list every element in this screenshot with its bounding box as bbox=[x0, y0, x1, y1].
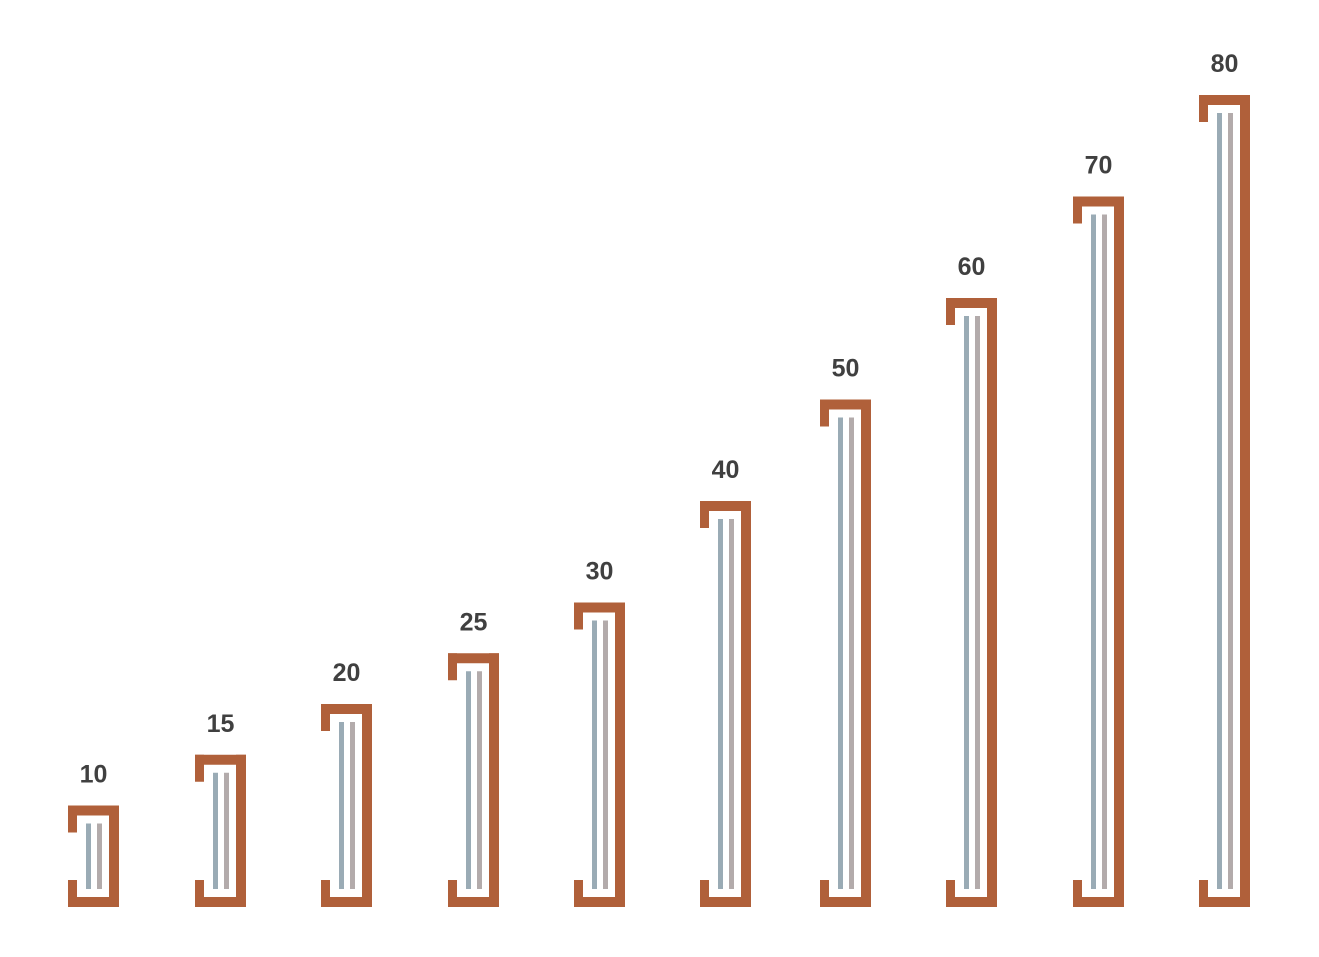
data-label: 60 bbox=[958, 253, 986, 281]
bar-stripe-right bbox=[849, 417, 854, 889]
bar-top-stub bbox=[1073, 196, 1082, 224]
bar-bottom-stub bbox=[946, 880, 955, 907]
data-label: 25 bbox=[460, 608, 488, 636]
bar-top-stub bbox=[700, 501, 709, 528]
bar-stripe-right bbox=[477, 671, 482, 889]
bar-stripe-right bbox=[729, 519, 734, 889]
bar-top-stub bbox=[574, 602, 583, 630]
bar-bottom-edge bbox=[946, 897, 997, 907]
bar-top-edge bbox=[1199, 95, 1250, 105]
bar-stripe-left bbox=[592, 620, 597, 889]
bar-top-edge bbox=[946, 298, 997, 308]
bar bbox=[195, 754, 246, 907]
bar-right-edge bbox=[236, 754, 246, 907]
bar bbox=[700, 501, 751, 907]
bar-bottom-edge bbox=[820, 897, 871, 907]
data-label: 15 bbox=[207, 710, 235, 738]
bar-stripe-left bbox=[339, 722, 344, 889]
data-label: 40 bbox=[712, 456, 740, 484]
bar-bottom-stub bbox=[448, 880, 457, 907]
bar-bottom-stub bbox=[1073, 880, 1082, 907]
bar-stripe-left bbox=[1091, 214, 1096, 889]
bar-stripe-left bbox=[838, 417, 843, 889]
bar-top-stub bbox=[321, 704, 330, 731]
bar-bottom-stub bbox=[1199, 880, 1208, 907]
bar bbox=[68, 805, 119, 907]
bar bbox=[321, 704, 372, 907]
bar-top-edge bbox=[1073, 196, 1124, 207]
bar-stripe-right bbox=[603, 620, 608, 889]
bar bbox=[574, 602, 625, 907]
bar-bottom-edge bbox=[1073, 897, 1124, 907]
bar-top-edge bbox=[820, 399, 871, 410]
bar bbox=[1199, 95, 1250, 907]
bar-bottom-edge bbox=[700, 897, 751, 907]
bar-bottom-edge bbox=[321, 897, 372, 907]
bar-top-edge bbox=[574, 602, 625, 613]
bar-bottom-stub bbox=[195, 880, 204, 907]
data-label: 20 bbox=[333, 659, 361, 687]
bar bbox=[820, 399, 871, 907]
bar-stripe-right bbox=[224, 772, 229, 889]
data-label: 10 bbox=[80, 761, 108, 789]
bar-top-stub bbox=[1199, 95, 1208, 122]
bar-top-edge bbox=[448, 653, 499, 664]
bar-stripe-left bbox=[466, 671, 471, 889]
bar-top-stub bbox=[946, 298, 955, 325]
bar-right-edge bbox=[489, 653, 499, 907]
bar-bottom-stub bbox=[700, 880, 709, 907]
data-label: 30 bbox=[586, 558, 614, 586]
bar-bottom-stub bbox=[574, 880, 583, 907]
bar-top-edge bbox=[321, 704, 372, 714]
bar-bottom-edge bbox=[574, 897, 625, 907]
bar-right-edge bbox=[109, 805, 119, 907]
bar-stripe-left bbox=[213, 772, 218, 889]
bar-bottom-stub bbox=[321, 880, 330, 907]
bar-top-edge bbox=[68, 805, 119, 816]
bar-stripe-left bbox=[86, 823, 91, 889]
bar-stripe-right bbox=[975, 316, 980, 889]
bar-right-edge bbox=[987, 298, 997, 907]
data-label: 70 bbox=[1085, 152, 1113, 180]
bar-bottom-edge bbox=[1199, 897, 1250, 907]
bar bbox=[1073, 196, 1124, 907]
bar-top-stub bbox=[820, 399, 829, 427]
bar-stripe-right bbox=[350, 722, 355, 889]
bar-top-edge bbox=[700, 501, 751, 511]
bar-bottom-edge bbox=[68, 897, 119, 907]
data-label: 50 bbox=[832, 355, 860, 383]
bar-stripe-left bbox=[718, 519, 723, 889]
bar-top-stub bbox=[448, 653, 457, 681]
bar-right-edge bbox=[362, 704, 372, 907]
bar-stripe-left bbox=[964, 316, 969, 889]
bar-right-edge bbox=[615, 602, 625, 907]
bar-bottom-edge bbox=[195, 897, 246, 907]
bar bbox=[946, 298, 997, 907]
bar-bottom-edge bbox=[448, 897, 499, 907]
bar-top-stub bbox=[68, 805, 77, 833]
bar-right-edge bbox=[1240, 95, 1250, 907]
bar-right-edge bbox=[861, 399, 871, 907]
bar-stripe-left bbox=[1217, 113, 1222, 889]
bar-right-edge bbox=[1114, 196, 1124, 907]
bar-stripe-right bbox=[1102, 214, 1107, 889]
data-label: 80 bbox=[1211, 50, 1239, 78]
bar-right-edge bbox=[741, 501, 751, 907]
bar-top-edge bbox=[195, 754, 246, 765]
bar-stripe-right bbox=[97, 823, 102, 889]
bar-stripe-right bbox=[1228, 113, 1233, 889]
bar-top-stub bbox=[195, 754, 204, 782]
bar-bottom-stub bbox=[820, 880, 829, 907]
bar-bottom-stub bbox=[68, 880, 77, 907]
bar bbox=[448, 653, 499, 907]
